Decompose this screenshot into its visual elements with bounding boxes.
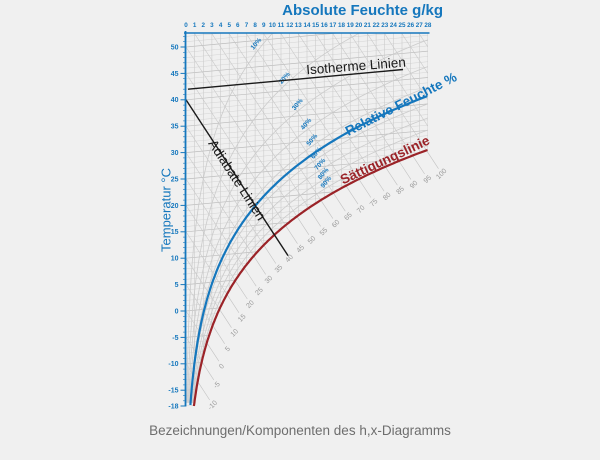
svg-text:5: 5 (175, 282, 179, 289)
svg-text:-18: -18 (168, 403, 178, 410)
svg-text:50%: 50% (305, 133, 319, 148)
svg-text:10%: 10% (250, 37, 264, 52)
svg-text:20: 20 (245, 299, 256, 310)
svg-text:12: 12 (286, 22, 294, 29)
saturation-curve (192, 148, 428, 407)
svg-text:55: 55 (319, 227, 330, 238)
svg-text:0: 0 (218, 363, 226, 371)
svg-text:80: 80 (382, 192, 393, 203)
svg-text:45: 45 (296, 244, 307, 255)
svg-text:15: 15 (312, 22, 320, 29)
svg-text:50: 50 (171, 44, 179, 51)
svg-text:25: 25 (398, 22, 406, 29)
svg-text:4: 4 (219, 22, 223, 29)
svg-text:15: 15 (171, 229, 179, 236)
svg-text:0: 0 (175, 308, 179, 315)
svg-text:45: 45 (171, 71, 179, 78)
svg-text:28: 28 (424, 22, 432, 29)
axes: 0 1 2 3 4 5 6 7 8 9 10 11 12 13 14 15 16 17 18 19 20 21 22 23 24… (168, 22, 432, 410)
svg-text:0: 0 (184, 22, 188, 29)
relative-feuchte-curve (189, 95, 428, 406)
svg-text:-5: -5 (172, 335, 178, 342)
svg-text:24: 24 (390, 22, 398, 29)
svg-text:2: 2 (202, 22, 206, 29)
svg-text:30: 30 (171, 150, 179, 157)
svg-text:30: 30 (264, 275, 275, 286)
svg-text:90: 90 (409, 180, 420, 191)
svg-text:6: 6 (236, 22, 240, 29)
svg-text:20: 20 (355, 22, 363, 29)
y-axis-title: Temperatur °C (158, 168, 174, 252)
svg-text:-5: -5 (212, 381, 221, 390)
svg-text:5: 5 (227, 22, 231, 29)
svg-text:5: 5 (224, 346, 232, 354)
svg-text:40%: 40% (300, 117, 314, 132)
svg-text:-10: -10 (168, 361, 178, 368)
svg-text:14: 14 (303, 22, 311, 29)
svg-text:35: 35 (171, 124, 179, 131)
svg-text:40: 40 (285, 254, 296, 265)
svg-text:50: 50 (307, 235, 318, 246)
svg-text:26: 26 (407, 22, 415, 29)
adiabate-marker-line (185, 99, 289, 256)
svg-text:15: 15 (237, 313, 248, 324)
svg-text:13: 13 (295, 22, 303, 29)
svg-text:75: 75 (369, 198, 380, 209)
svg-text:85: 85 (396, 186, 407, 197)
caption: Bezeichnungen/Komponenten des h,x-Diagra… (149, 423, 451, 438)
svg-text:7: 7 (245, 22, 249, 29)
x-axis-title: Absolute Feuchte g/kg (282, 2, 443, 19)
svg-text:25: 25 (254, 287, 265, 298)
svg-text:10: 10 (269, 22, 277, 29)
svg-text:27: 27 (416, 22, 424, 29)
svg-text:11: 11 (278, 22, 285, 29)
svg-text:8: 8 (253, 22, 257, 29)
svg-text:3: 3 (210, 22, 214, 29)
svg-text:22: 22 (373, 22, 381, 29)
svg-text:25: 25 (171, 176, 179, 183)
svg-text:19: 19 (347, 22, 355, 29)
svg-text:17: 17 (329, 22, 337, 29)
svg-text:23: 23 (381, 22, 389, 29)
svg-text:-15: -15 (168, 388, 178, 395)
svg-text:16: 16 (321, 22, 329, 29)
isotherme-marker-line (187, 68, 404, 90)
svg-text:10: 10 (230, 328, 241, 339)
enthalpy-labels: -10-505101520253035404550556065707580859… (197, 150, 449, 412)
svg-text:65: 65 (343, 212, 354, 223)
svg-text:100: 100 (435, 168, 448, 181)
svg-text:10: 10 (171, 256, 179, 263)
svg-text:1: 1 (193, 22, 197, 29)
svg-text:20: 20 (171, 203, 179, 210)
svg-text:70: 70 (356, 204, 367, 215)
svg-text:18: 18 (338, 22, 346, 29)
svg-text:9: 9 (262, 22, 266, 29)
svg-text:35: 35 (274, 264, 285, 275)
svg-text:-10: -10 (207, 400, 219, 412)
svg-text:60: 60 (331, 219, 342, 230)
svg-text:95: 95 (423, 174, 434, 185)
svg-text:40: 40 (171, 97, 179, 104)
svg-text:21: 21 (364, 22, 372, 29)
